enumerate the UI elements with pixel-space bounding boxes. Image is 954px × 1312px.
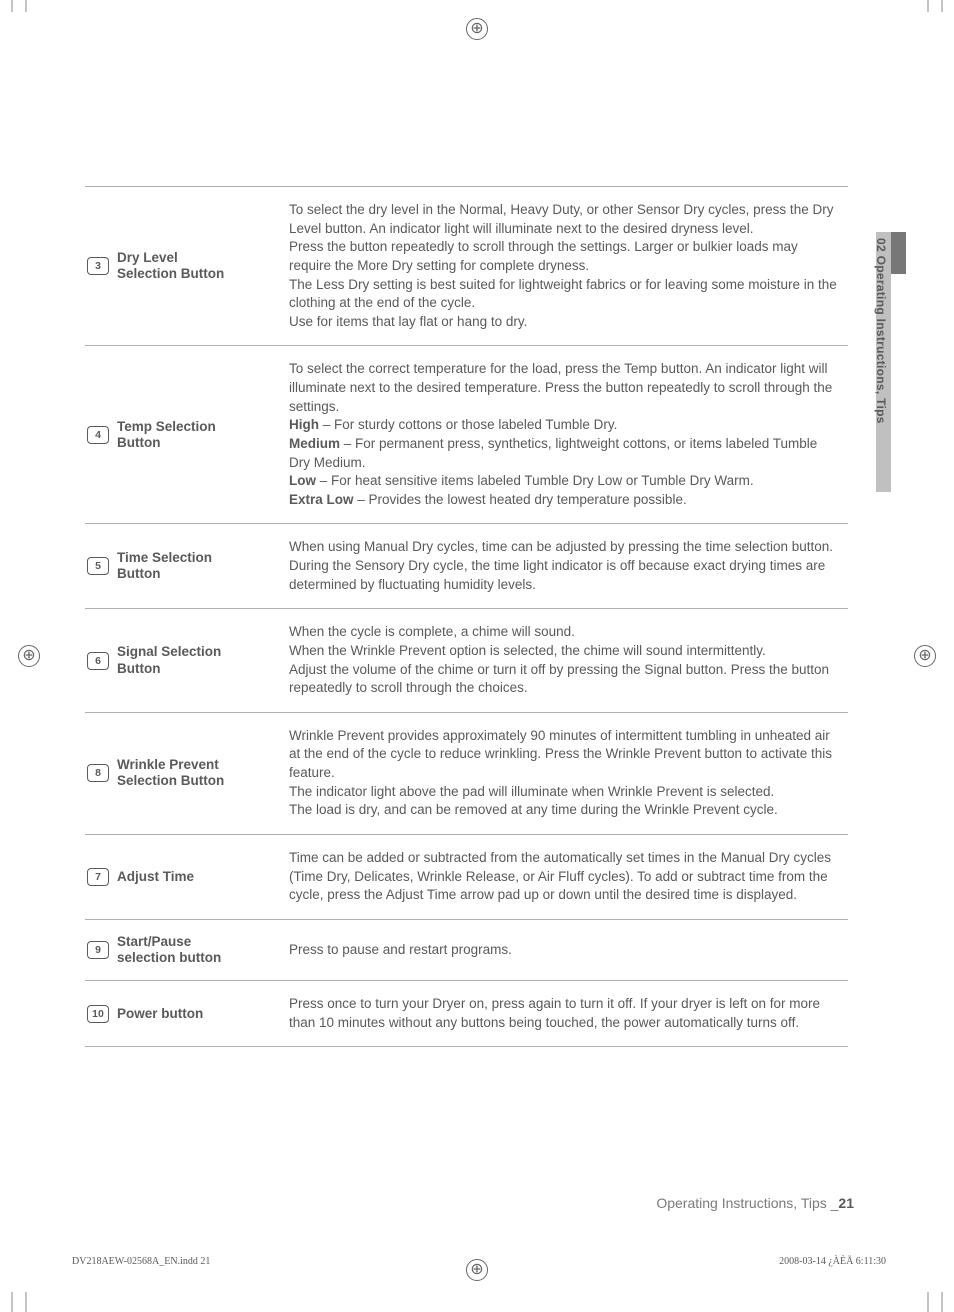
crop-mark-tr2 [918,0,938,12]
registration-mark-top: ⊕ [466,18,488,40]
row-number-badge: 10 [87,1005,109,1023]
row-number-badge: 5 [87,557,109,575]
table-row: 4 Temp SelectionButton To select the corre… [85,346,848,524]
row-number-badge: 6 [87,652,109,670]
row-label-cell: 10 Power button [85,981,285,1047]
page-footer-section: Operating Instructions, Tips _21 [656,1195,854,1211]
registration-mark-bottom: ⊕ [466,1259,488,1281]
table-row: 6 Signal SelectionButton When the cycle is… [85,609,848,713]
table-row: 8 Wrinkle PreventSelection Button Wrinkle … [85,712,848,834]
row-label: Dry LevelSelection Button [117,250,224,282]
row-label: Adjust Time [117,869,194,885]
row-description: To select the dry level in the Normal, H… [285,187,848,346]
row-label-cell: 9 Start/Pauseselection button [85,919,285,980]
row-label: Wrinkle PreventSelection Button [117,757,224,789]
page-content: 3 Dry LevelSelection Button To select the … [85,186,848,1047]
registration-mark-left: ⊕ [18,645,40,667]
row-description: Time can be added or subtracted from the… [285,834,848,919]
registration-mark-right: ⊕ [914,645,936,667]
row-label-cell: 8 Wrinkle PreventSelection Button [85,712,285,834]
section-side-tab: 02 Operating Instructions, Tips [876,232,894,492]
row-number-badge: 8 [87,764,109,782]
footer-page-number: 21 [838,1195,854,1211]
controls-table: 3 Dry LevelSelection Button To select the … [85,186,848,1047]
row-label: Power button [117,1006,203,1022]
row-label: Signal SelectionButton [117,644,221,676]
row-description: When using Manual Dry cycles, time can b… [285,524,848,609]
row-label-cell: 3 Dry LevelSelection Button [85,187,285,346]
row-description: When the cycle is complete, a chime will… [285,609,848,713]
row-description: Press to pause and restart programs. [285,919,848,980]
row-label: Start/Pauseselection button [117,934,221,966]
row-label-cell: 7 Adjust Time [85,834,285,919]
row-label-cell: 4 Temp SelectionButton [85,346,285,524]
row-description: Wrinkle Prevent provides approximately 9… [285,712,848,834]
table-row: 3 Dry LevelSelection Button To select the … [85,187,848,346]
side-tab-label: 02 Operating Instructions, Tips [874,238,888,424]
row-label-cell: 5 Time SelectionButton [85,524,285,609]
row-label: Time SelectionButton [117,550,212,582]
row-description: Press once to turn your Dryer on, press … [285,981,848,1047]
crop-mark-br2 [918,1292,938,1312]
row-number-badge: 4 [87,426,109,444]
footer-timestamp: 2008-03-14 ¿ÀÈÄ 6:11:30 [779,1256,886,1267]
row-number-badge: 9 [87,941,109,959]
table-row: 5 Time SelectionButton When using Manual D… [85,524,848,609]
row-description: To select the correct temperature for th… [285,346,848,524]
row-number-badge: 7 [87,868,109,886]
row-number-badge: 3 [87,257,109,275]
row-label: Temp SelectionButton [117,419,216,451]
table-row: 9 Start/Pauseselection button Press to pau… [85,919,848,980]
row-label-cell: 6 Signal SelectionButton [85,609,285,713]
table-row: 7 Adjust Time Time can be added or subtrac… [85,834,848,919]
footer-section-text: Operating Instructions, Tips _ [656,1195,838,1211]
table-row: 10 Power button Press once to turn your Dr… [85,981,848,1047]
crop-mark-bl2 [16,1292,36,1312]
footer-filename: DV218AEW-02568A_EN.indd 21 [72,1256,210,1267]
crop-mark-tl2 [16,0,36,12]
